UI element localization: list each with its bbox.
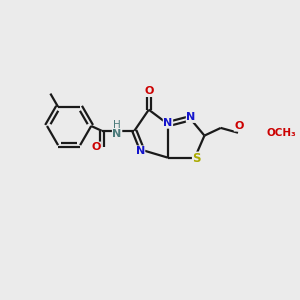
- Text: N: N: [112, 129, 122, 139]
- Text: O: O: [91, 142, 101, 152]
- Text: OCH₃: OCH₃: [267, 128, 297, 138]
- Text: S: S: [193, 152, 201, 165]
- Text: N: N: [186, 112, 196, 122]
- Text: H: H: [113, 120, 121, 130]
- Text: O: O: [234, 121, 244, 131]
- Text: O: O: [144, 86, 154, 97]
- Text: N: N: [163, 118, 172, 128]
- Text: N: N: [136, 146, 145, 156]
